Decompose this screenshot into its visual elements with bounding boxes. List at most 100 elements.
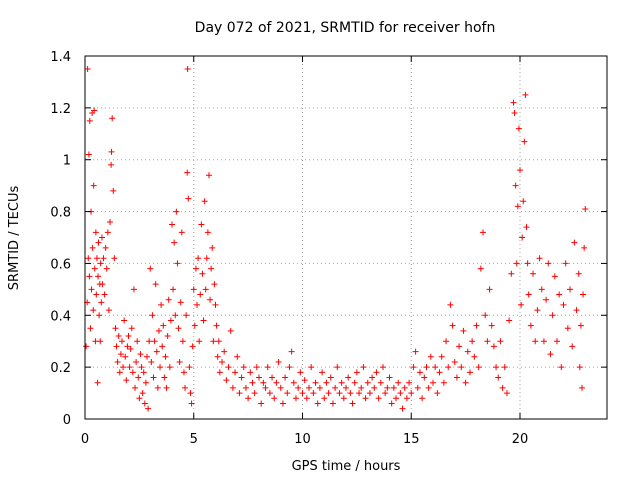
data-point xyxy=(162,353,169,360)
data-point xyxy=(88,286,95,293)
data-point xyxy=(179,338,186,345)
data-point xyxy=(582,205,589,212)
data-point xyxy=(176,358,183,365)
data-point xyxy=(185,195,192,202)
data-point xyxy=(107,218,114,225)
data-point xyxy=(229,384,236,391)
data-point xyxy=(122,353,129,360)
data-point xyxy=(480,229,487,236)
data-point xyxy=(161,374,168,381)
data-point xyxy=(266,390,273,397)
data-point xyxy=(338,379,345,386)
data-point xyxy=(477,265,484,272)
y-tick-label: 0.2 xyxy=(50,361,71,376)
y-tick-label: 0.6 xyxy=(50,257,71,272)
data-point xyxy=(128,325,135,332)
data-point xyxy=(171,239,178,246)
data-point xyxy=(191,322,198,329)
data-point xyxy=(416,369,423,376)
data-point xyxy=(105,307,112,314)
data-point xyxy=(375,395,382,402)
data-point xyxy=(371,384,378,391)
data-point xyxy=(205,172,212,179)
data-point xyxy=(108,148,115,155)
data-point xyxy=(558,364,565,371)
data-point xyxy=(499,384,506,391)
data-point xyxy=(462,379,469,386)
data-point xyxy=(94,379,101,386)
data-point xyxy=(124,343,131,350)
data-point xyxy=(95,273,102,280)
data-point xyxy=(182,384,189,391)
data-point xyxy=(137,351,144,358)
data-point xyxy=(167,317,174,324)
data-point xyxy=(445,364,452,371)
data-point xyxy=(102,244,109,251)
data-point xyxy=(184,169,191,176)
data-point xyxy=(93,291,100,298)
data-point xyxy=(87,325,94,332)
data-point xyxy=(117,351,124,358)
plot-frame xyxy=(84,55,608,420)
data-point xyxy=(399,405,406,412)
data-point xyxy=(580,291,587,298)
data-point xyxy=(110,187,117,194)
data-point xyxy=(236,390,243,397)
x-axis-label: GPS time / hours xyxy=(292,459,401,474)
data-point xyxy=(86,273,93,280)
data-point xyxy=(334,364,341,371)
data-point xyxy=(379,364,386,371)
data-point xyxy=(213,322,220,329)
data-point xyxy=(115,333,122,340)
data-point xyxy=(93,255,100,262)
data-point xyxy=(211,281,218,288)
data-point xyxy=(525,291,532,298)
data-point xyxy=(209,244,216,251)
y-axis-label: SRMTID / TECUs xyxy=(7,186,22,291)
y-tick-label: 0 xyxy=(63,413,71,428)
data-point xyxy=(90,307,97,314)
data-point xyxy=(264,364,271,371)
data-point xyxy=(425,384,432,391)
data-point xyxy=(151,338,158,345)
data-point xyxy=(207,296,214,303)
data-point xyxy=(340,395,347,402)
data-point xyxy=(522,91,529,98)
chart-title: Day 072 of 2021, SRMTID for receiver hof… xyxy=(195,20,496,36)
data-point xyxy=(140,369,147,376)
data-point xyxy=(184,65,191,72)
data-point xyxy=(316,384,323,391)
x-tick-label: 15 xyxy=(403,432,420,447)
data-point xyxy=(111,255,118,262)
data-point xyxy=(204,229,211,236)
data-point xyxy=(527,322,534,329)
data-point xyxy=(101,291,108,298)
data-point xyxy=(90,182,97,189)
data-point xyxy=(401,384,408,391)
data-point xyxy=(227,327,234,334)
data-point xyxy=(312,379,319,386)
data-point xyxy=(158,301,165,308)
data-point xyxy=(517,167,523,174)
data-point xyxy=(490,343,497,350)
data-point xyxy=(113,343,120,350)
data-point xyxy=(91,265,98,272)
data-point xyxy=(578,384,585,391)
data-point xyxy=(519,234,526,241)
data-point xyxy=(475,364,482,371)
data-point xyxy=(86,117,93,124)
data-point xyxy=(132,384,139,391)
x-tick-label: 10 xyxy=(294,432,311,447)
data-point xyxy=(562,260,569,267)
data-point xyxy=(242,384,249,391)
data-point xyxy=(154,384,161,391)
data-point xyxy=(576,364,583,371)
data-point xyxy=(520,198,527,205)
data-point xyxy=(523,224,530,231)
data-point xyxy=(577,322,584,329)
data-point xyxy=(508,270,515,277)
data-point xyxy=(336,390,343,397)
data-point xyxy=(501,364,508,371)
data-point xyxy=(96,312,103,319)
